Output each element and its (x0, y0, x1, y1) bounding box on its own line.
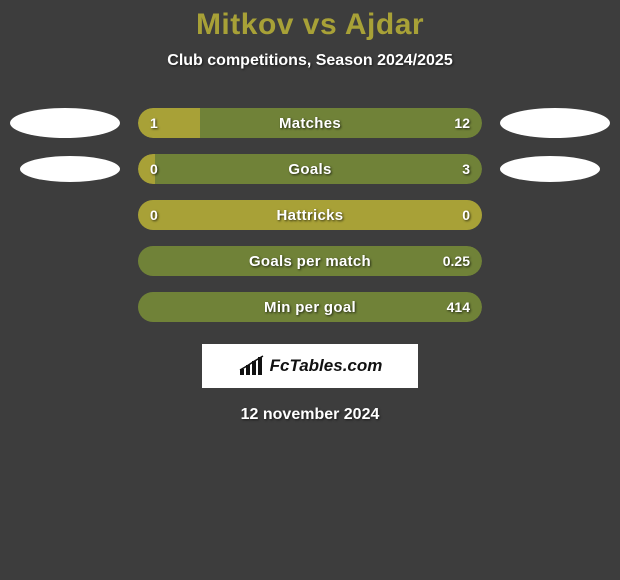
stat-label: Matches (138, 108, 482, 138)
logo-text: FcTables.com (270, 356, 383, 376)
stat-right-value: 0.25 (443, 246, 470, 276)
comparison-card: Mitkov vs Ajdar Club competitions, Seaso… (0, 0, 620, 424)
stat-label: Min per goal (138, 292, 482, 322)
player-left-marker (10, 108, 120, 138)
stat-bar: 1Matches12 (138, 108, 482, 138)
stat-right-value: 414 (447, 292, 470, 322)
date-label: 12 november 2024 (0, 406, 620, 424)
stat-label: Goals per match (138, 246, 482, 276)
bar-chart-icon (238, 355, 266, 377)
stat-label: Hattricks (138, 200, 482, 230)
stat-label: Goals (138, 154, 482, 184)
stat-bar: Min per goal414 (138, 292, 482, 322)
stat-row: 0Goals3 (0, 154, 620, 184)
stat-bar: 0Goals3 (138, 154, 482, 184)
logo-box: FcTables.com (202, 344, 418, 388)
spacer (16, 261, 138, 262)
spacer (16, 307, 138, 308)
player-right-marker (500, 156, 600, 182)
stat-bar: 0Hattricks0 (138, 200, 482, 230)
player-right-marker (500, 108, 610, 138)
spacer (16, 215, 138, 216)
stat-rows: 1Matches120Goals30Hattricks0Goals per ma… (0, 108, 620, 322)
spacer (482, 307, 604, 308)
stat-row: 1Matches12 (0, 108, 620, 138)
player-left-marker (20, 156, 120, 182)
stat-bar: Goals per match0.25 (138, 246, 482, 276)
stat-row: Min per goal414 (0, 292, 620, 322)
spacer (482, 261, 604, 262)
card-subtitle: Club competitions, Season 2024/2025 (0, 52, 620, 70)
spacer (482, 215, 604, 216)
stat-row: 0Hattricks0 (0, 200, 620, 230)
stat-right-value: 12 (454, 108, 470, 138)
stat-row: Goals per match0.25 (0, 246, 620, 276)
stat-right-value: 0 (462, 200, 470, 230)
stat-right-value: 3 (462, 154, 470, 184)
card-title: Mitkov vs Ajdar (0, 8, 620, 42)
